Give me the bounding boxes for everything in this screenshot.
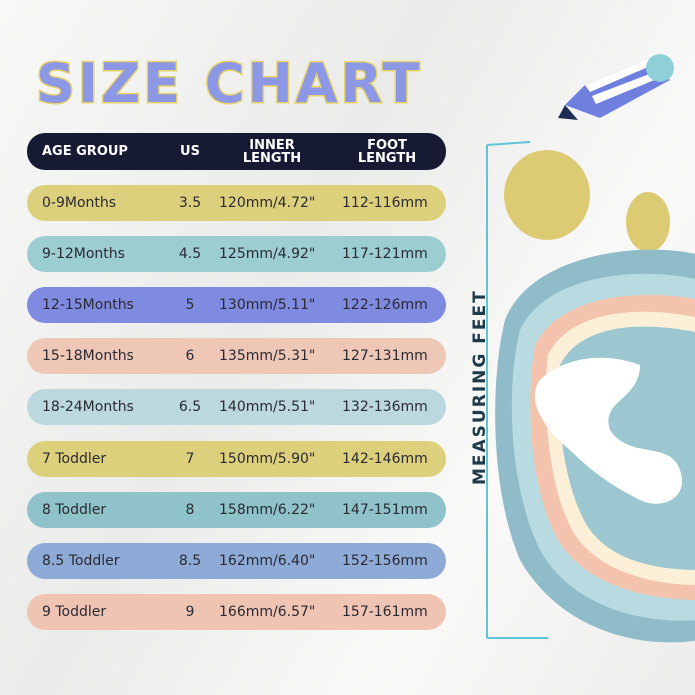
foot-length-cell: 152-156mm: [342, 552, 428, 569]
table-row: 18-24Months 6.5 140mm/5.51" 132-136mm: [27, 389, 446, 426]
us-size-cell: 9: [185, 603, 195, 620]
foot-length-cell: 122-126mm: [342, 297, 428, 314]
table-row: 8.5 Toddler 8.5 162mm/6.40" 152-156mm: [27, 542, 446, 579]
ruler-bracket-icon: [486, 141, 548, 639]
inner-length-cell: 166mm/6.57": [219, 603, 316, 620]
header-age-group: AGE GROUP: [42, 144, 128, 159]
measuring-feet-label: MEASURING FEET: [470, 289, 490, 485]
foot-length-cell: 127-131mm: [342, 348, 428, 365]
header-foot-length: FOOT LENGTH: [347, 139, 427, 165]
header-foot-line1: FOOT: [367, 137, 407, 153]
header-foot-line2: LENGTH: [357, 150, 417, 166]
table-row: 9-12Months 4.5 125mm/4.92" 117-121mm: [27, 236, 446, 273]
age-group-cell: 8.5 Toddler: [42, 552, 120, 569]
inner-length-cell: 140mm/5.51": [219, 399, 316, 416]
inner-length-cell: 162mm/6.40": [219, 552, 316, 569]
inner-length-cell: 130mm/5.11": [219, 297, 316, 314]
header-inner-length: INNER LENGTH: [232, 139, 312, 165]
table-row: 12-15Months 5 130mm/5.11" 122-126mm: [27, 287, 446, 324]
us-size-cell: 3.5: [178, 195, 202, 211]
header-inner-line2: LENGTH: [242, 150, 302, 166]
foot-length-cell: 157-161mm: [342, 603, 428, 620]
us-size-cell: 7: [185, 450, 195, 467]
foot-length-cell: 112-116mm: [342, 195, 428, 211]
age-group-cell: 15-18Months: [42, 348, 134, 365]
age-group-cell: 18-24Months: [42, 399, 134, 416]
table-row: 9 Toddler 9 166mm/6.57" 157-161mm: [27, 593, 446, 630]
table-row: 15-18Months 6 135mm/5.31" 127-131mm: [27, 338, 446, 375]
table-row: 8 Toddler 8 158mm/6.22" 147-151mm: [27, 491, 446, 528]
pencil-icon: [558, 54, 674, 120]
age-group-cell: 8 Toddler: [42, 501, 107, 518]
age-group-cell: 9-12Months: [42, 246, 125, 263]
page-title: SIZE CHART: [34, 51, 423, 117]
table-header: AGE GROUP US INNER LENGTH FOOT LENGTH: [27, 133, 446, 170]
foot-length-cell: 117-121mm: [342, 246, 428, 263]
age-group-cell: 9 Toddler: [42, 603, 107, 620]
age-group-cell: 7 Toddler: [42, 450, 107, 467]
header-us: US: [180, 144, 200, 159]
table-row: 7 Toddler 7 150mm/5.90" 142-146mm: [27, 440, 446, 477]
inner-length-cell: 158mm/6.22": [219, 501, 316, 518]
age-group-cell: 12-15Months: [42, 297, 134, 314]
us-size-cell: 6: [185, 348, 195, 365]
age-group-cell: 0-9Months: [42, 195, 117, 211]
footprint-icon: [486, 54, 695, 643]
foot-length-cell: 147-151mm: [342, 501, 428, 518]
inner-length-cell: 125mm/4.92": [219, 246, 316, 263]
us-size-cell: 8: [185, 501, 195, 518]
us-size-cell: 6.5: [178, 399, 202, 416]
table-row: 0-9Months 3.5 120mm/4.72" 112-116mm: [27, 185, 446, 221]
us-size-cell: 5: [185, 297, 195, 314]
inner-length-cell: 150mm/5.90": [219, 450, 316, 467]
foot-length-cell: 142-146mm: [342, 450, 428, 467]
foot-length-cell: 132-136mm: [342, 399, 428, 416]
header-inner-line1: INNER: [249, 137, 295, 153]
inner-length-cell: 120mm/4.72": [219, 195, 316, 211]
us-size-cell: 8.5: [178, 552, 202, 569]
inner-length-cell: 135mm/5.31": [219, 348, 316, 365]
us-size-cell: 4.5: [178, 246, 202, 263]
